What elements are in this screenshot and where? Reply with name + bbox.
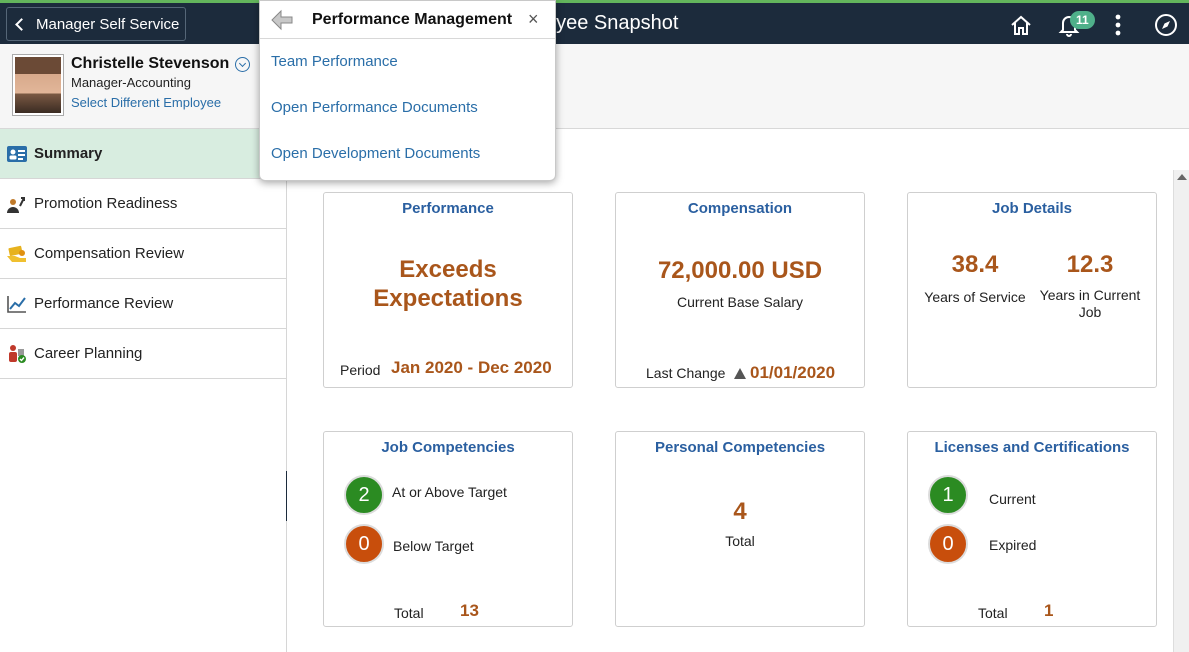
current-label: Current [989,491,1036,507]
performance-management-popup: Performance Management × Team Performanc… [259,0,556,181]
personal-competencies-tile[interactable]: Personal Competencies 4 Total [615,431,865,627]
employee-role: Manager-Accounting [71,75,191,90]
sidebar-item-summary[interactable]: Summary [0,129,286,179]
career-people-icon [6,344,28,364]
sidebar: Summary Promotion Readiness Compensation… [0,129,287,652]
popup-header: Performance Management × [260,1,555,39]
money-hand-icon [6,244,28,264]
total-value: 1 [1044,601,1054,620]
below-target-label: Below Target [393,538,474,554]
sidebar-item-label: Performance Review [34,295,174,312]
sidebar-item-label: Career Planning [34,345,143,362]
open-development-documents-link[interactable]: Open Development Documents [271,145,481,162]
tile-title: Compensation [687,200,793,217]
sidebar-item-compensation-review[interactable]: Compensation Review [0,229,286,279]
period-label: Period [340,362,381,378]
id-card-icon [6,144,28,164]
total-value: 4 [733,498,747,525]
job-details-tile[interactable]: Job Details 38.4 Years of Service 12.3 Y… [907,192,1157,388]
arrow-left-icon[interactable] [270,9,294,31]
back-button[interactable]: Manager Self Service [6,7,186,41]
triangle-up-icon [734,368,746,379]
years-of-service-label: Years of Service [924,289,1026,305]
open-performance-documents-link[interactable]: Open Performance Documents [271,99,478,116]
scroll-up-icon[interactable] [1177,174,1187,180]
notification-badge: 11 [1070,11,1095,29]
sidebar-item-label: Summary [34,145,103,162]
period-value: Jan 2020 - Dec 2020 [391,358,552,377]
above-target-count: 2 [344,475,384,515]
vertical-scrollbar[interactable] [1173,170,1189,652]
sidebar-item-performance-review[interactable]: Performance Review [0,279,286,329]
salary-label: Current Base Salary [676,294,804,310]
years-in-job-label: Years in Current Job [1039,287,1141,320]
back-button-label: Manager Self Service [36,15,180,33]
performance-tile[interactable]: Performance Exceeds Expectations Period … [323,192,573,388]
tile-title: Personal Competencies [654,439,826,456]
page-title: oyee Snapshot [545,12,679,34]
expired-label: Expired [989,537,1037,553]
select-different-employee-link[interactable]: Select Different Employee [71,95,222,110]
total-label: Total [725,533,755,549]
sidebar-item-label: Compensation Review [34,245,185,262]
last-change-value: 01/01/2020 [750,363,836,382]
popup-title: Performance Management [312,11,513,28]
total-label: Total [978,605,1008,621]
line-chart-icon [6,294,28,314]
years-of-service-value: 38.4 [951,251,999,278]
total-label: Total [394,605,424,621]
sidebar-item-career-planning[interactable]: Career Planning [0,329,286,379]
employee-photo [12,54,64,116]
salary-amount: 72,000.00 USD [657,257,823,284]
total-value: 13 [460,601,479,620]
home-icon[interactable] [1007,11,1035,39]
tile-title: Licenses and Certifications [934,439,1130,456]
current-count: 1 [928,475,968,515]
last-change-label: Last Change [646,365,726,381]
sidebar-item-promotion-readiness[interactable]: Promotion Readiness [0,179,286,229]
more-vertical-icon[interactable] [1104,11,1132,39]
chevron-left-icon [15,17,28,31]
employee-header: Christelle Stevenson Manager-Accounting … [0,44,1189,129]
expired-count: 0 [928,524,968,564]
employee-dropdown-icon[interactable] [235,57,250,72]
years-in-job-value: 12.3 [1066,251,1114,278]
team-performance-link[interactable]: Team Performance [271,53,398,70]
tile-title: Job Details [991,200,1073,217]
performance-rating: Exceeds Expectations [373,256,523,312]
licenses-tile[interactable]: Licenses and Certifications 1 Current 0 … [907,431,1157,627]
compensation-tile[interactable]: Compensation 72,000.00 USD Current Base … [615,192,865,388]
sidebar-item-label: Promotion Readiness [34,195,178,212]
above-target-label: At or Above Target [392,484,507,500]
tile-title: Performance [402,200,494,217]
job-competencies-tile[interactable]: Job Competencies 2 At or Above Target 0 … [323,431,573,627]
close-icon[interactable]: × [528,9,539,29]
below-target-count: 0 [344,524,384,564]
tile-title: Job Competencies [381,439,515,456]
compass-icon[interactable] [1152,11,1180,39]
person-arrow-icon [6,194,28,214]
employee-name: Christelle Stevenson [71,55,230,72]
top-banner: Manager Self Service oyee Snapshot 11 [0,0,1189,44]
